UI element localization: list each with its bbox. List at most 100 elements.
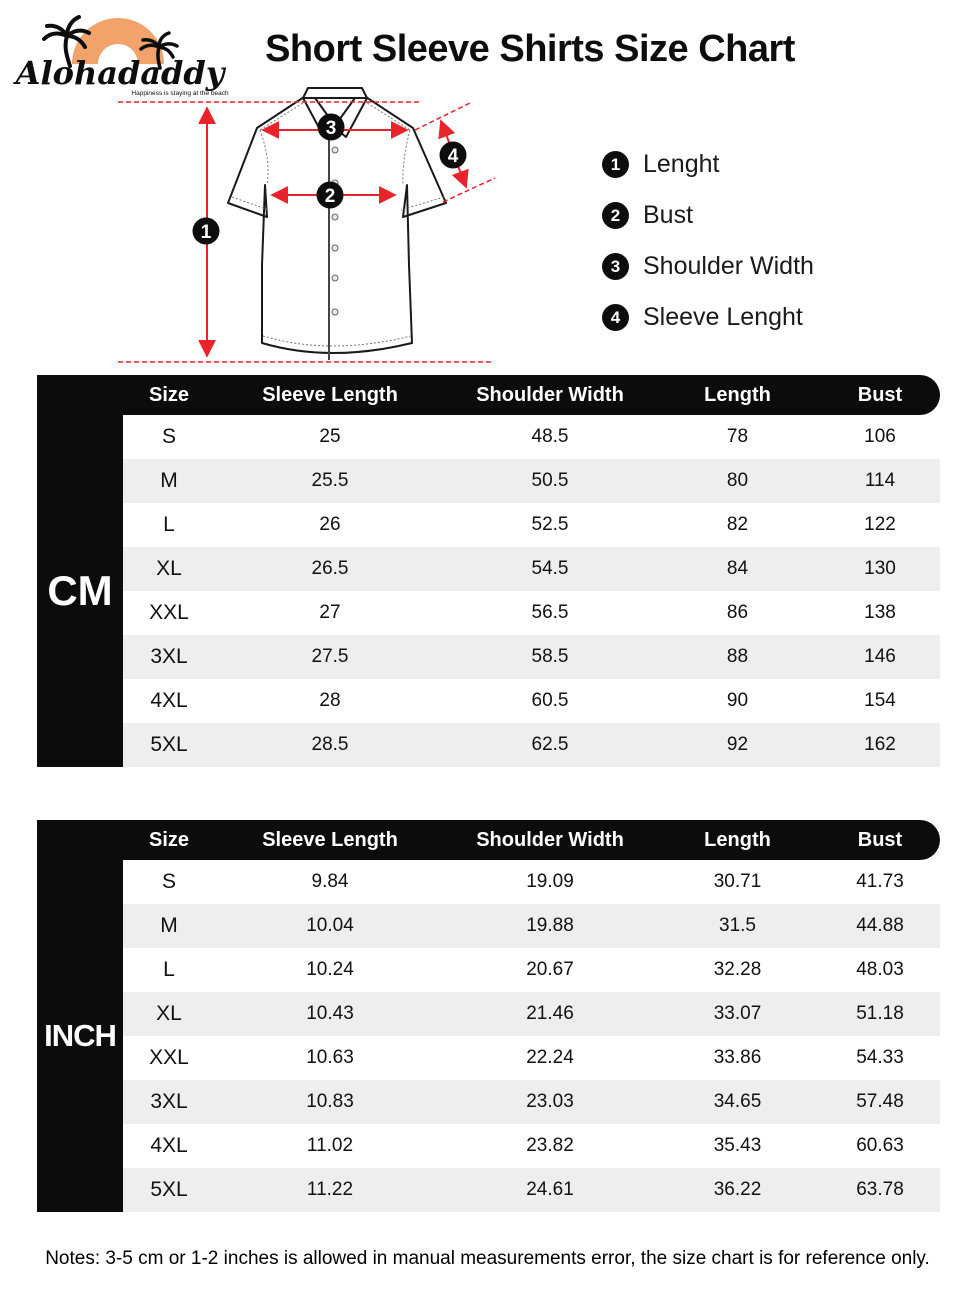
measurement-value: 63.78: [856, 1179, 904, 1200]
measurement-value: 24.61: [526, 1179, 574, 1200]
measurement-value: 28: [319, 690, 341, 711]
column-header: Length: [704, 828, 771, 851]
measurement-value: 57.48: [856, 1091, 904, 1112]
size-label: 3XL: [150, 1090, 188, 1113]
badge-bust: 2: [325, 186, 336, 207]
table-row: L 26 52.5 82 122: [123, 503, 940, 547]
measurement-value: 21.46: [526, 1003, 574, 1024]
palm-tree-icon: [42, 15, 91, 68]
measurement-value: 33.86: [713, 1047, 762, 1068]
measurement-value: 162: [864, 734, 896, 755]
measurement-value: 130: [864, 558, 896, 579]
measurement-value: 54.5: [531, 558, 569, 579]
measurement-value: 10.04: [306, 915, 354, 936]
measurement-value: 146: [864, 646, 896, 667]
measurement-value: 10.43: [306, 1003, 354, 1024]
size-label: 3XL: [150, 645, 188, 668]
measurement-value: 56.5: [531, 602, 569, 623]
measurement-value: 82: [726, 514, 749, 535]
measurement-value: 28.5: [311, 734, 349, 755]
page-title: Short Sleeve Shirts Size Chart: [265, 28, 795, 70]
measurement-value: 22.24: [526, 1047, 574, 1068]
table-row: L 10.24 20.67 32.28 48.03: [123, 948, 940, 992]
size-label: XXL: [149, 1046, 189, 1069]
table-row: S 9.84 19.09 30.71 41.73: [123, 860, 940, 904]
measurement-value: 25: [319, 426, 341, 447]
measurement-value: 27: [319, 602, 341, 623]
size-label: 5XL: [150, 1178, 188, 1201]
palm-tree-icon: [139, 31, 179, 70]
measurement-note: Notes: 3-5 cm or 1-2 inches is allowed i…: [45, 1248, 930, 1269]
measurement-value: 19.09: [526, 871, 574, 892]
measurement-value: 54.33: [856, 1047, 904, 1068]
legend-item: 3 Shoulder Width: [602, 252, 814, 280]
table-row: M 10.04 19.88 31.5 44.88: [123, 904, 940, 948]
table-row: M 25.5 50.5 80 114: [123, 459, 940, 503]
measurement-badges: 1 2 3 4: [192, 113, 467, 245]
measurement-value: 10.83: [306, 1091, 354, 1112]
table-row: XL 26.5 54.5 84 130: [123, 547, 940, 591]
measurement-value: 25.5: [311, 470, 349, 491]
brand-logo: Alohadaddy Happiness is staying at the b…: [13, 15, 229, 97]
measurement-value: 48.5: [531, 426, 569, 447]
measurement-value: 138: [864, 602, 896, 623]
measurement-value: 33.07: [713, 1003, 762, 1024]
sun-icon: [72, 18, 164, 64]
legend-label: Lenght: [643, 149, 720, 178]
unit-label-inch: INCH: [37, 860, 123, 1212]
legend-number-badge: 3: [602, 252, 629, 280]
table-row: XXL 10.63 22.24 33.86 54.33: [123, 1036, 940, 1080]
badge-sleeve-length: 4: [448, 146, 459, 167]
table-row: 3XL 10.83 23.03 34.65 57.48: [123, 1080, 940, 1124]
badge-shoulder-width: 3: [326, 118, 337, 139]
column-header: Length: [704, 383, 771, 406]
badge-length: 1: [201, 222, 212, 243]
brand-tagline: Happiness is staying at the beach: [131, 90, 229, 97]
measurement-value: 52.5: [531, 514, 569, 535]
measurement-value: 34.65: [713, 1091, 762, 1112]
size-label: L: [163, 513, 175, 536]
table-row: S 25 48.5 78 106: [123, 415, 940, 459]
measurement-value: 11.02: [306, 1135, 354, 1156]
column-header: Size: [148, 828, 190, 851]
table-row: XL 10.43 21.46 33.07 51.18: [123, 992, 940, 1036]
measurement-guides: [118, 101, 496, 363]
measurement-value: 32.28: [713, 959, 762, 980]
table-row: XXL 27 56.5 86 138: [123, 591, 940, 635]
measurement-value: 30.71: [713, 871, 762, 892]
table-body: S 9.84 19.09 30.71 41.73 M 10.04 19.88 31.5 44.88…: [123, 860, 940, 1212]
size-table-inch: Size Sleeve Length Shoulder Width Length Bus…: [37, 820, 940, 1212]
measurement-value: 20.67: [526, 959, 574, 980]
legend-item: 2 Bust: [602, 201, 814, 229]
measurement-value: 106: [864, 426, 896, 447]
shirt-measurement-diagram: 1 2 3 4: [118, 87, 496, 363]
size-label: S: [161, 870, 176, 893]
table-row: 5XL 11.22 24.61 36.22 63.78: [123, 1168, 940, 1212]
table-body: S 25 48.5 78 106 M 25.5 50.5 80 114 L 26 52.5 82 122 XL…: [123, 415, 940, 767]
measurement-legend: 1 Lenght 2 Bust 3 Shoulder Width 4 Sleeve Lengh…: [602, 150, 814, 331]
size-label: XXL: [149, 601, 189, 624]
size-label: XL: [156, 1002, 182, 1025]
measurement-value: 36.22: [713, 1179, 762, 1200]
measurement-value: 35.43: [713, 1135, 762, 1156]
measurement-value: 114: [864, 470, 896, 491]
table-header: Size Sleeve Length Shoulder Width Length Bus…: [37, 820, 940, 860]
column-header: Sleeve Length: [262, 828, 398, 851]
shirt-buttons: [331, 146, 339, 316]
legend-number-badge: 1: [602, 150, 629, 178]
measurement-value: 11.22: [306, 1179, 354, 1200]
measurement-value: 31.5: [719, 915, 756, 936]
table-row: 4XL 28 60.5 90 154: [123, 679, 940, 723]
measurement-value: 154: [864, 690, 896, 711]
measurement-value: 60.5: [531, 690, 569, 711]
brand-name: Alohadaddy: [13, 54, 227, 92]
legend-item: 1 Lenght: [602, 150, 814, 178]
measurement-value: 27.5: [311, 646, 349, 667]
measurement-value: 23.82: [526, 1135, 574, 1156]
measurement-value: 48.03: [856, 959, 904, 980]
measurement-value: 122: [864, 514, 896, 535]
size-label: 5XL: [150, 733, 188, 756]
size-label: S: [161, 425, 176, 448]
size-label: L: [163, 958, 175, 981]
